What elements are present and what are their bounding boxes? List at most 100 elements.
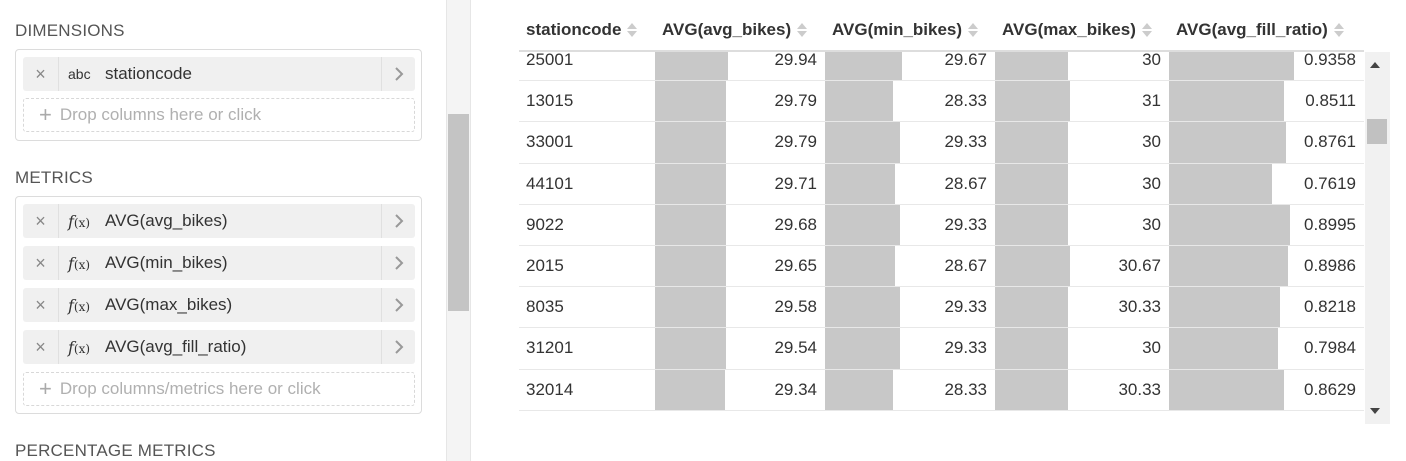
remove-icon[interactable]: × — [23, 330, 59, 364]
metrics-drop-zone[interactable]: + Drop columns/metrics here or click — [23, 372, 415, 406]
cell-bar — [825, 163, 895, 204]
cell-bar — [655, 369, 725, 410]
sort-icon[interactable] — [627, 23, 638, 37]
cell-value: 31201 — [526, 338, 574, 358]
cell-bar — [825, 287, 900, 328]
cell-value: 0.8511 — [1305, 91, 1356, 111]
chevron-right-icon[interactable] — [381, 204, 415, 238]
function-icon: f(x) — [68, 211, 91, 231]
table-row: 32014 29.34 28.33 30.33 0.8629 — [519, 369, 1364, 411]
cell-bar — [995, 328, 1069, 369]
cell-max-bikes: 31 — [995, 81, 1169, 122]
function-icon: f(x) — [68, 337, 91, 357]
column-header-label: AVG(avg_bikes) — [662, 20, 792, 39]
cell-stationcode: 25001 — [519, 40, 655, 80]
chevron-right-icon[interactable] — [381, 330, 415, 364]
percentage-metrics-title: PERCENTAGE METRICS — [15, 441, 216, 460]
cell-value: 0.8761 — [1304, 132, 1356, 152]
column-header-avg-bikes[interactable]: AVG(avg_bikes) — [655, 10, 825, 50]
metric-chip[interactable]: × f(x) AVG(avg_bikes) — [23, 204, 415, 238]
chevron-right-icon[interactable] — [381, 246, 415, 280]
panel-scrollbar-thumb[interactable] — [448, 114, 469, 311]
cell-fill-ratio: 0.8986 — [1169, 245, 1364, 287]
column-header-label: AVG(min_bikes) — [832, 20, 963, 39]
remove-icon[interactable]: × — [23, 246, 59, 280]
chevron-right-icon[interactable] — [381, 57, 415, 91]
cell-fill-ratio: 0.7984 — [1169, 328, 1364, 369]
cell-value: 31 — [1142, 91, 1161, 111]
cell-max-bikes: 30 — [995, 163, 1169, 204]
metrics-box: × f(x) AVG(avg_bikes) × f(x) AVG(min_bik… — [15, 196, 422, 414]
function-icon: f(x) — [68, 295, 91, 315]
chevron-right-icon[interactable] — [381, 288, 415, 322]
sort-icon[interactable] — [968, 23, 979, 37]
cell-value: 32014 — [526, 379, 574, 399]
table-scrollbar-track[interactable] — [1365, 52, 1390, 424]
column-header-min-bikes[interactable]: AVG(min_bikes) — [825, 10, 995, 50]
column-header-max-bikes[interactable]: AVG(max_bikes) — [995, 10, 1169, 50]
sort-icon[interactable] — [797, 23, 808, 37]
cell-avg-bikes: 29.65 — [655, 245, 825, 287]
cell-stationcode: 31201 — [519, 328, 655, 368]
cell-max-bikes: 30 — [995, 204, 1169, 245]
cell-bar — [825, 81, 893, 122]
column-header-stationcode[interactable]: stationcode — [519, 10, 655, 50]
metric-chip[interactable]: × f(x) AVG(min_bikes) — [23, 246, 415, 280]
cell-min-bikes: 28.33 — [825, 369, 995, 410]
cell-bar — [995, 287, 1069, 328]
table-row: 13015 29.79 28.33 31 0.8511 — [519, 81, 1364, 123]
cell-value: 30.67 — [1118, 256, 1161, 276]
cell-bar — [995, 204, 1069, 245]
scroll-down-icon[interactable] — [1370, 408, 1380, 414]
function-icon: f(x) — [68, 253, 91, 273]
cell-min-bikes: 28.67 — [825, 163, 995, 204]
cell-bar — [655, 245, 727, 287]
plus-icon: + — [39, 102, 52, 127]
table-scrollbar-thumb[interactable] — [1367, 119, 1387, 144]
column-header-avg-fill-ratio[interactable]: AVG(avg_fill_ratio) — [1169, 10, 1364, 50]
sort-icon[interactable] — [1141, 23, 1152, 37]
table-row: 31201 29.54 29.33 30 0.7984 — [519, 328, 1364, 370]
cell-value: 30 — [1142, 132, 1161, 152]
cell-bar — [655, 287, 727, 328]
cell-avg-bikes: 29.79 — [655, 81, 825, 122]
cell-value: 29.34 — [774, 379, 817, 399]
cell-stationcode: 8035 — [519, 287, 655, 327]
cell-min-bikes: 28.67 — [825, 245, 995, 287]
cell-value: 29.33 — [944, 132, 987, 152]
cell-max-bikes: 30 — [995, 328, 1169, 369]
cell-avg-bikes: 29.79 — [655, 122, 825, 163]
sort-icon[interactable] — [1333, 23, 1344, 37]
cell-bar — [995, 163, 1069, 204]
cell-fill-ratio: 0.8629 — [1169, 369, 1364, 410]
cell-value: 0.9358 — [1304, 50, 1356, 70]
cell-value: 28.33 — [944, 379, 987, 399]
remove-icon[interactable]: × — [23, 204, 59, 238]
cell-value: 29.68 — [774, 214, 817, 234]
dimension-chip-stationcode[interactable]: × abc stationcode — [23, 57, 415, 91]
cell-bar — [655, 328, 727, 369]
remove-icon[interactable]: × — [23, 288, 59, 322]
metric-chip[interactable]: × f(x) AVG(max_bikes) — [23, 288, 415, 322]
cell-avg-bikes: 29.58 — [655, 287, 825, 328]
cell-value: 29.79 — [774, 132, 817, 152]
metrics-title: METRICS — [15, 168, 93, 187]
scroll-up-icon[interactable] — [1370, 62, 1380, 68]
remove-icon[interactable]: × — [23, 57, 59, 91]
cell-value: 9022 — [526, 214, 564, 234]
cell-stationcode: 2015 — [519, 246, 655, 286]
metric-chip[interactable]: × f(x) AVG(avg_fill_ratio) — [23, 330, 415, 364]
cell-fill-ratio: 0.8511 — [1169, 81, 1364, 122]
cell-bar — [825, 122, 900, 163]
cell-avg-bikes: 29.68 — [655, 204, 825, 245]
cell-bar — [995, 369, 1069, 410]
cell-value: 13015 — [526, 91, 574, 111]
cell-value: 25001 — [526, 50, 574, 70]
cell-value: 0.8629 — [1304, 379, 1356, 399]
cell-value: 33001 — [526, 132, 574, 152]
cell-bar — [995, 245, 1070, 287]
dimensions-drop-zone[interactable]: + Drop columns here or click — [23, 98, 415, 132]
cell-value: 28.67 — [944, 173, 987, 193]
cell-stationcode: 32014 — [519, 370, 655, 410]
cell-avg-bikes: 29.54 — [655, 328, 825, 369]
